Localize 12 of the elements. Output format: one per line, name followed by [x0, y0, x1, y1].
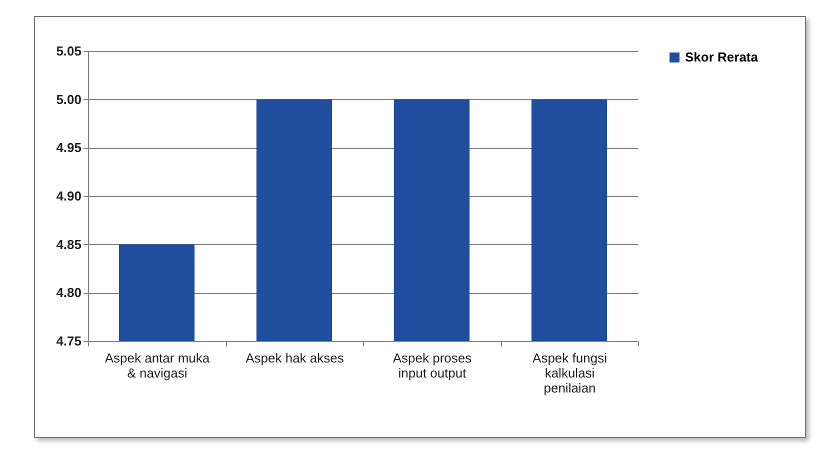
x-tick-label: Aspek proses input output — [392, 350, 472, 380]
x-tick-label: Aspek antar muka & navigasi — [104, 350, 210, 380]
x-tick-label: Aspek fungsi kalkulasi penilaian — [532, 350, 608, 396]
y-tick-label: 4.75 — [56, 334, 82, 348]
y-tick-label: 4.90 — [56, 188, 82, 204]
legend-label: Skor Rerata — [685, 50, 759, 64]
y-tick-label: 5.05 — [56, 44, 82, 58]
y-tick-label: 5.00 — [56, 92, 82, 107]
y-tick-label: 4.85 — [56, 236, 82, 252]
y-tick-label: 4.95 — [56, 140, 82, 156]
x-tick-label: Aspek hak akses — [246, 350, 344, 366]
y-tick-label: 4.80 — [56, 285, 82, 300]
